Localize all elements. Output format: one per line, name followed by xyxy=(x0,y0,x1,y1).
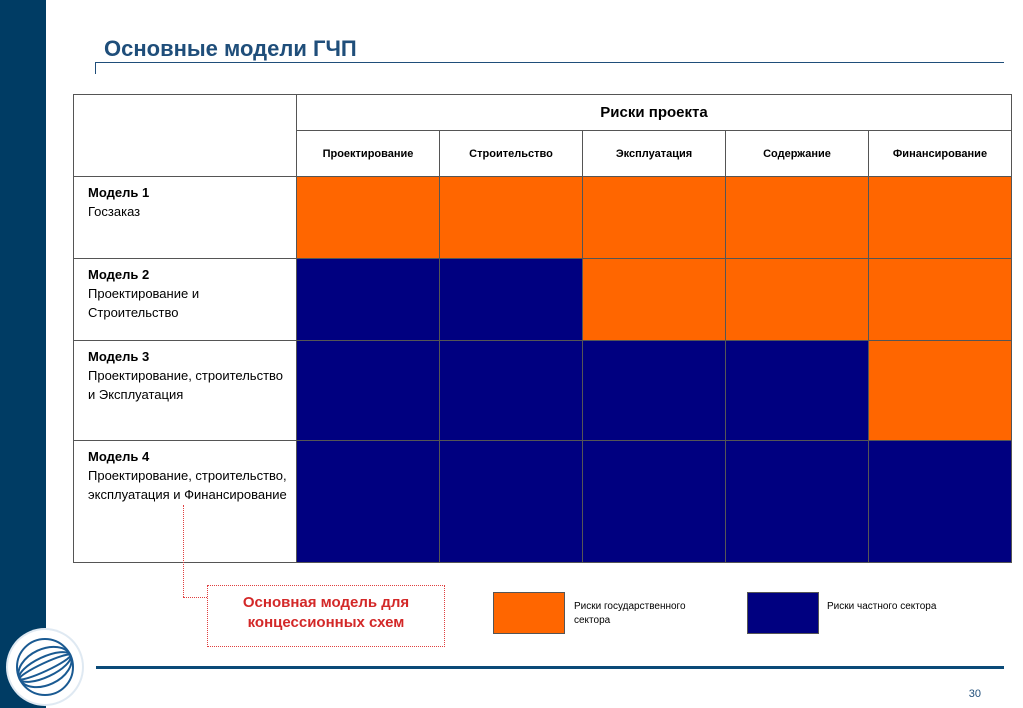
table-row: Модель 2 Проектирование и Строительство xyxy=(73,258,1012,341)
footer-rule xyxy=(96,666,1004,669)
model-name: Модель 3 xyxy=(88,349,150,364)
risk-cell xyxy=(582,440,726,563)
risk-cell xyxy=(439,340,583,441)
model-description: Проектирование и Строительство xyxy=(88,286,200,320)
risk-cell xyxy=(725,258,869,341)
legend-swatch-gov xyxy=(493,592,565,634)
table-row: Модель 1 Госзаказ xyxy=(73,176,1012,259)
column-header-operation: Эксплуатация xyxy=(582,130,726,177)
callout-connector-vertical xyxy=(183,505,184,597)
table-row: Модель 3 Проектирование, строительство и… xyxy=(73,340,1012,441)
risk-cell xyxy=(725,340,869,441)
risk-cell xyxy=(868,258,1012,341)
row-label-model-1: Модель 1 Госзаказ xyxy=(73,176,297,259)
row-label-model-4: Модель 4 Проектирование, строительство, … xyxy=(73,440,297,563)
risk-cell xyxy=(582,176,726,259)
legend-label-private: Риски частного сектора xyxy=(827,601,937,612)
table-row: Модель 4 Проектирование, строительство, … xyxy=(73,440,1012,563)
callout-connector-horizontal xyxy=(183,597,207,598)
model-description: Проектирование, строительство, эксплуата… xyxy=(88,468,287,502)
risk-cell xyxy=(296,340,440,441)
risk-cell xyxy=(439,258,583,341)
model-name: Модель 1 xyxy=(88,185,150,200)
risk-cell xyxy=(868,440,1012,563)
sidebar-band xyxy=(0,0,46,708)
risk-cell xyxy=(296,258,440,341)
column-header-construction: Строительство xyxy=(439,130,583,177)
page-title: Основные модели ГЧП xyxy=(104,36,357,61)
row-label-model-2: Модель 2 Проектирование и Строительство xyxy=(73,258,297,341)
legend-label-gov: Риски государственного сектора xyxy=(574,601,686,626)
column-header-design: Проектирование xyxy=(296,130,440,177)
risk-cell xyxy=(868,176,1012,259)
concession-callout: Основная модель для концессионных схем xyxy=(207,585,445,647)
model-name: Модель 4 xyxy=(88,449,150,464)
model-description: Проектирование, строительство и Эксплуат… xyxy=(88,368,284,402)
risks-header: Риски проекта xyxy=(296,94,1012,131)
risk-cell xyxy=(439,176,583,259)
globe-logo-icon xyxy=(8,630,82,704)
risk-cell xyxy=(296,440,440,563)
title-underline xyxy=(96,62,1004,63)
risk-cell xyxy=(439,440,583,563)
title-underline-tick xyxy=(95,62,96,74)
table-corner-cell xyxy=(73,94,297,177)
model-description: Госзаказ xyxy=(88,204,141,219)
page-number: 30 xyxy=(968,688,981,700)
column-header-financing: Финансирование xyxy=(868,130,1012,177)
risk-cell xyxy=(582,258,726,341)
row-label-model-3: Модель 3 Проектирование, строительство и… xyxy=(73,340,297,441)
risk-cell xyxy=(725,440,869,563)
risk-cell xyxy=(868,340,1012,441)
model-name: Модель 2 xyxy=(88,267,150,282)
risk-cell xyxy=(725,176,869,259)
risk-cell xyxy=(582,340,726,441)
risk-matrix-table: Риски проекта Проектирование Строительст… xyxy=(73,94,1012,563)
legend-swatch-private xyxy=(747,592,819,634)
column-header-maintenance: Содержание xyxy=(725,130,869,177)
risk-cell xyxy=(296,176,440,259)
